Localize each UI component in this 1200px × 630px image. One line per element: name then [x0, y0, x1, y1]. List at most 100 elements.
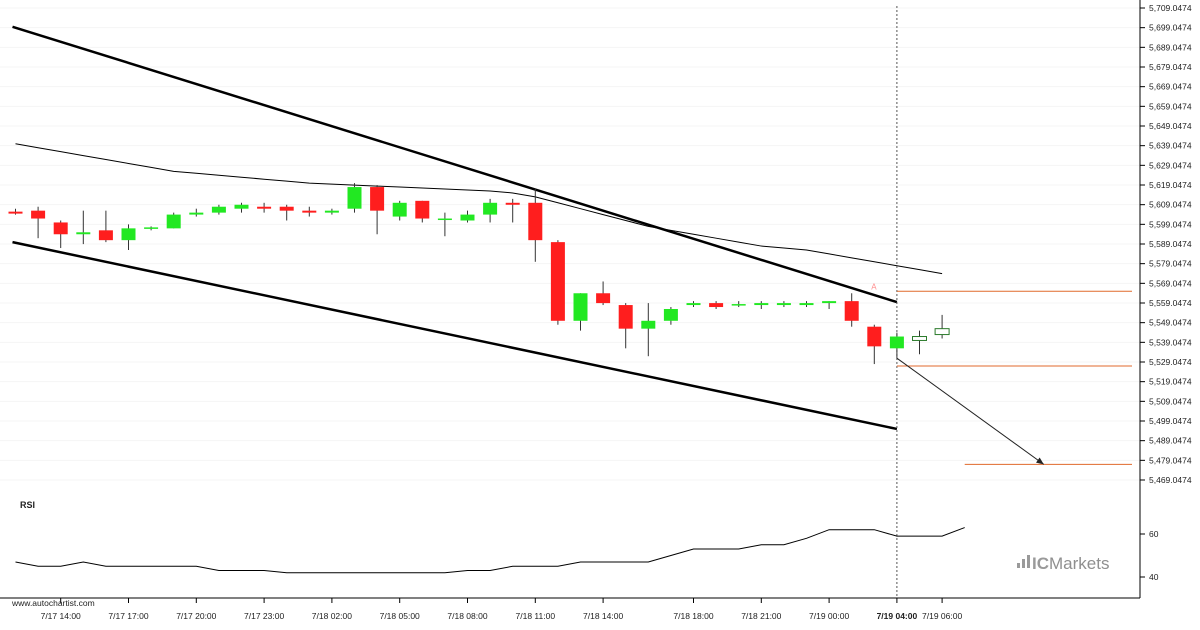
candle: [912, 330, 927, 355]
time-tick-label: 7/19 06:00: [922, 611, 962, 621]
price-tick-label: 5,639.0474: [1149, 141, 1192, 151]
candle-body: [641, 320, 656, 329]
candle: [53, 220, 68, 249]
candle-body: [663, 308, 678, 321]
candle-body: [347, 187, 362, 209]
price-tick-label: 5,499.0474: [1149, 416, 1192, 426]
price-tick-label: 5,569.0474: [1149, 278, 1192, 288]
candle: [144, 226, 159, 231]
candle: [257, 202, 272, 213]
logo-bars-icon: [1017, 555, 1030, 568]
rsi-line: [15, 527, 965, 574]
price-tick-label: 5,549.0474: [1149, 318, 1192, 328]
time-tick-label: 7/17 20:00: [176, 611, 216, 621]
candle-body: [302, 210, 317, 213]
time-tick-label: 7/17 14:00: [41, 611, 81, 621]
candle-body: [392, 202, 407, 217]
candle: [867, 324, 882, 365]
watermark-prefix: IC: [1032, 554, 1049, 573]
time-tick-label: 7/17 17:00: [108, 611, 148, 621]
price-tick-label: 5,469.0474: [1149, 475, 1192, 485]
price-tick-label: 5,659.0474: [1149, 101, 1192, 111]
price-tick-label: 5,669.0474: [1149, 82, 1192, 92]
candle: [370, 185, 385, 235]
candle-body: [618, 305, 633, 329]
candle-body: [889, 336, 904, 349]
candle: [189, 208, 204, 217]
candle-body: [189, 212, 204, 215]
moving-average-line: [15, 143, 943, 275]
candle-body: [912, 336, 927, 341]
candle-body: [686, 303, 701, 306]
candle: [121, 224, 136, 250]
grid-layer: [0, 7, 1140, 481]
candle: [324, 208, 339, 215]
price-tick-label: 5,709.0474: [1149, 3, 1192, 13]
time-tick-label: 7/18 21:00: [741, 611, 781, 621]
svg-text:ICMarkets: ICMarkets: [1032, 554, 1109, 573]
price-tick-label: 5,679.0474: [1149, 62, 1192, 72]
candle: [731, 301, 746, 308]
time-tick-label: 7/18 14:00: [583, 611, 623, 621]
time-tick-label: 7/17 23:00: [244, 611, 284, 621]
price-tick-label: 5,559.0474: [1149, 298, 1192, 308]
price-tick-label: 5,599.0474: [1149, 219, 1192, 229]
candle: [550, 240, 565, 325]
source-credit: www.autochartist.com: [11, 598, 95, 608]
candle-body: [483, 202, 498, 215]
candle: [641, 303, 656, 357]
candle: [618, 303, 633, 349]
candle-body: [844, 301, 859, 321]
candle: [437, 212, 452, 237]
candle-body: [415, 200, 430, 219]
candle: [76, 210, 91, 245]
candle-body: [257, 206, 272, 209]
icmarkets-logo: ICMarkets: [1017, 554, 1109, 573]
rsi-tick-label: 40: [1149, 572, 1159, 582]
watermark-suffix: Markets: [1049, 554, 1109, 573]
price-tick-label: 5,519.0474: [1149, 377, 1192, 387]
candle: [234, 202, 249, 213]
candle: [528, 189, 543, 262]
candle-body: [166, 214, 181, 229]
candle-body: [53, 222, 68, 235]
candle-body: [8, 211, 23, 214]
rsi-label: RSI: [20, 500, 35, 510]
candle-body: [776, 303, 791, 306]
candle: [754, 301, 769, 309]
candle-body: [867, 326, 882, 347]
candle-body: [460, 214, 475, 221]
candle-body: [234, 204, 249, 209]
price-tick-label: 5,529.0474: [1149, 357, 1192, 367]
candle: [934, 314, 950, 339]
price-levels: A: [871, 282, 1132, 465]
price-tick-label: 5,699.0474: [1149, 23, 1192, 33]
candle: [505, 198, 520, 223]
time-tick-label: 7/18 02:00: [312, 611, 352, 621]
candle-body: [370, 187, 385, 211]
price-tick-label: 5,609.0474: [1149, 200, 1192, 210]
candle: [889, 332, 904, 359]
candle: [822, 301, 837, 309]
candle-body: [76, 232, 91, 235]
candle-body: [550, 242, 565, 321]
price-tick-label: 5,509.0474: [1149, 396, 1192, 406]
candle-body: [437, 218, 452, 221]
candle: [686, 301, 701, 308]
channel-lower-line: [12, 240, 898, 431]
candle: [31, 206, 46, 239]
price-tick-label: 5,629.0474: [1149, 160, 1192, 170]
candle-body: [528, 202, 543, 241]
candle-body: [731, 304, 746, 306]
candle: [98, 210, 113, 243]
candle: [844, 293, 859, 327]
candle: [415, 200, 430, 223]
candle-body: [324, 210, 339, 213]
forecast-arrowhead: [1036, 457, 1044, 465]
price-tick-label: 5,649.0474: [1149, 121, 1192, 131]
candle: [279, 204, 294, 221]
candle-body: [211, 206, 226, 213]
time-tick-label: 7/19 00:00: [809, 611, 849, 621]
price-tick-label: 5,589.0474: [1149, 239, 1192, 249]
